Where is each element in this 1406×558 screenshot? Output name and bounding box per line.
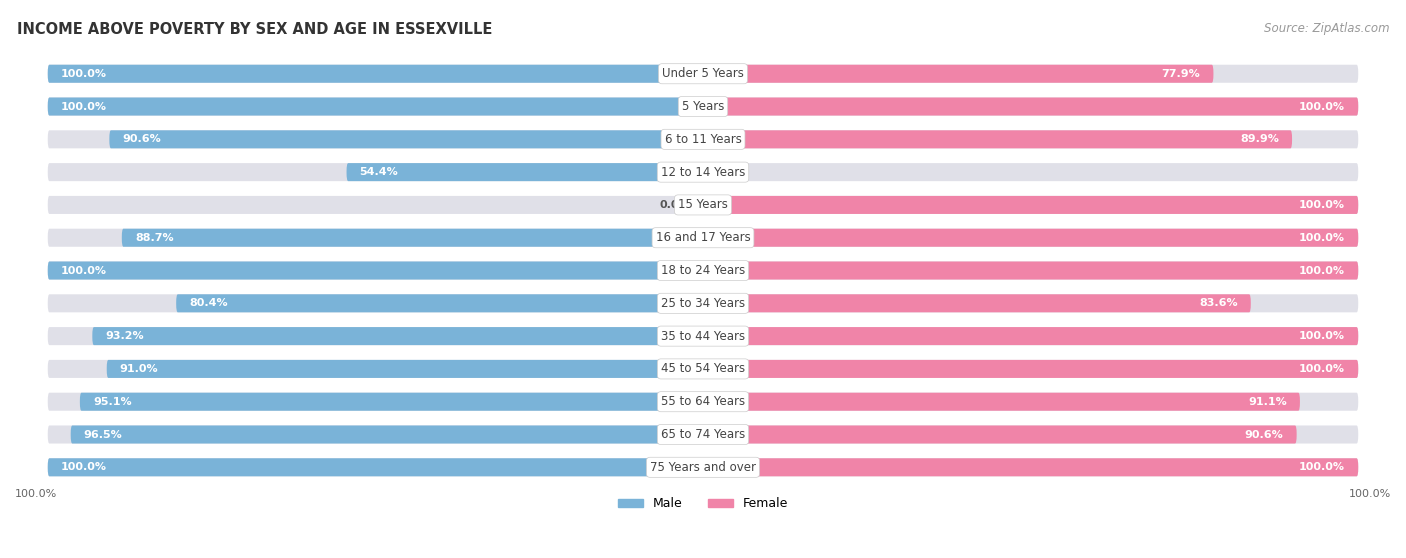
FancyBboxPatch shape (48, 327, 703, 345)
FancyBboxPatch shape (703, 131, 1358, 148)
FancyBboxPatch shape (80, 393, 703, 411)
Text: 5 Years: 5 Years (682, 100, 724, 113)
Text: 93.2%: 93.2% (105, 331, 143, 341)
Text: 88.7%: 88.7% (135, 233, 173, 243)
FancyBboxPatch shape (703, 262, 1358, 280)
Text: 95.1%: 95.1% (93, 397, 132, 407)
Text: 90.6%: 90.6% (1244, 430, 1284, 440)
FancyBboxPatch shape (703, 196, 1358, 214)
Text: 0.0%: 0.0% (659, 200, 690, 210)
FancyBboxPatch shape (346, 163, 703, 181)
FancyBboxPatch shape (703, 196, 1358, 214)
Text: 18 to 24 Years: 18 to 24 Years (661, 264, 745, 277)
FancyBboxPatch shape (703, 294, 1251, 312)
FancyBboxPatch shape (703, 65, 1213, 83)
Text: 77.9%: 77.9% (1161, 69, 1201, 79)
Text: 55 to 64 Years: 55 to 64 Years (661, 395, 745, 408)
FancyBboxPatch shape (703, 426, 1358, 444)
Text: 15 Years: 15 Years (678, 199, 728, 211)
Text: 75 Years and over: 75 Years and over (650, 461, 756, 474)
FancyBboxPatch shape (48, 65, 703, 83)
Text: 96.5%: 96.5% (84, 430, 122, 440)
FancyBboxPatch shape (703, 360, 1358, 378)
FancyBboxPatch shape (48, 98, 703, 116)
Text: 54.4%: 54.4% (360, 167, 398, 177)
Text: Under 5 Years: Under 5 Years (662, 67, 744, 80)
FancyBboxPatch shape (703, 393, 1358, 411)
FancyBboxPatch shape (703, 426, 1296, 444)
FancyBboxPatch shape (48, 393, 703, 411)
Text: Source: ZipAtlas.com: Source: ZipAtlas.com (1264, 22, 1389, 35)
Text: 65 to 74 Years: 65 to 74 Years (661, 428, 745, 441)
Text: 6 to 11 Years: 6 to 11 Years (665, 133, 741, 146)
Text: 83.6%: 83.6% (1199, 299, 1237, 309)
FancyBboxPatch shape (703, 458, 1358, 477)
FancyBboxPatch shape (48, 458, 703, 477)
Text: INCOME ABOVE POVERTY BY SEX AND AGE IN ESSEXVILLE: INCOME ABOVE POVERTY BY SEX AND AGE IN E… (17, 22, 492, 37)
Text: 25 to 34 Years: 25 to 34 Years (661, 297, 745, 310)
FancyBboxPatch shape (703, 262, 1358, 280)
FancyBboxPatch shape (48, 131, 703, 148)
FancyBboxPatch shape (703, 229, 1358, 247)
FancyBboxPatch shape (70, 426, 703, 444)
FancyBboxPatch shape (703, 131, 1292, 148)
FancyBboxPatch shape (48, 294, 703, 312)
Text: 100.0%: 100.0% (1299, 462, 1346, 472)
Text: 80.4%: 80.4% (190, 299, 228, 309)
FancyBboxPatch shape (48, 262, 703, 280)
FancyBboxPatch shape (703, 98, 1358, 116)
Text: 100.0%: 100.0% (1348, 489, 1391, 499)
Text: 100.0%: 100.0% (15, 489, 58, 499)
Legend: Male, Female: Male, Female (613, 492, 793, 516)
FancyBboxPatch shape (48, 360, 703, 378)
Text: 91.1%: 91.1% (1249, 397, 1286, 407)
Text: 35 to 44 Years: 35 to 44 Years (661, 330, 745, 343)
Text: 100.0%: 100.0% (60, 69, 107, 79)
FancyBboxPatch shape (703, 294, 1358, 312)
FancyBboxPatch shape (107, 360, 703, 378)
Text: 90.6%: 90.6% (122, 134, 162, 145)
Text: 91.0%: 91.0% (120, 364, 159, 374)
Text: 100.0%: 100.0% (1299, 233, 1346, 243)
Text: 0.0%: 0.0% (716, 167, 747, 177)
FancyBboxPatch shape (48, 163, 703, 181)
Text: 100.0%: 100.0% (60, 462, 107, 472)
FancyBboxPatch shape (122, 229, 703, 247)
FancyBboxPatch shape (703, 393, 1301, 411)
Text: 100.0%: 100.0% (1299, 364, 1346, 374)
FancyBboxPatch shape (703, 98, 1358, 116)
FancyBboxPatch shape (48, 426, 703, 444)
FancyBboxPatch shape (703, 327, 1358, 345)
FancyBboxPatch shape (93, 327, 703, 345)
FancyBboxPatch shape (48, 196, 703, 214)
FancyBboxPatch shape (48, 229, 703, 247)
Text: 100.0%: 100.0% (60, 102, 107, 112)
FancyBboxPatch shape (48, 458, 703, 477)
Text: 45 to 54 Years: 45 to 54 Years (661, 362, 745, 376)
Text: 100.0%: 100.0% (1299, 102, 1346, 112)
Text: 16 and 17 Years: 16 and 17 Years (655, 231, 751, 244)
FancyBboxPatch shape (176, 294, 703, 312)
Text: 100.0%: 100.0% (60, 266, 107, 276)
FancyBboxPatch shape (48, 98, 703, 116)
Text: 89.9%: 89.9% (1240, 134, 1279, 145)
FancyBboxPatch shape (703, 229, 1358, 247)
FancyBboxPatch shape (703, 458, 1358, 477)
Text: 100.0%: 100.0% (1299, 331, 1346, 341)
FancyBboxPatch shape (48, 65, 703, 83)
Text: 100.0%: 100.0% (1299, 200, 1346, 210)
FancyBboxPatch shape (703, 360, 1358, 378)
Text: 100.0%: 100.0% (1299, 266, 1346, 276)
Text: 12 to 14 Years: 12 to 14 Years (661, 166, 745, 179)
FancyBboxPatch shape (703, 65, 1358, 83)
FancyBboxPatch shape (703, 327, 1358, 345)
FancyBboxPatch shape (110, 131, 703, 148)
FancyBboxPatch shape (48, 262, 703, 280)
FancyBboxPatch shape (703, 163, 1358, 181)
